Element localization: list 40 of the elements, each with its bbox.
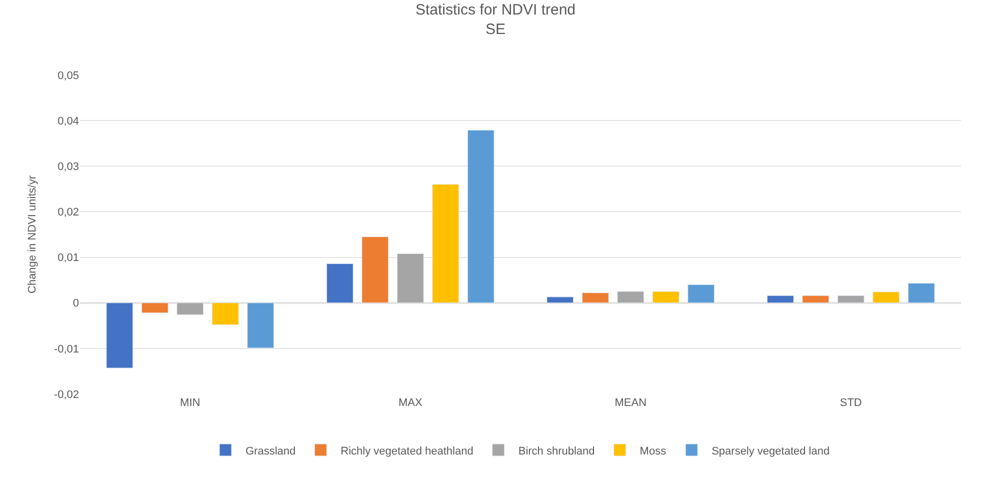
bar xyxy=(617,291,644,304)
y-tick-label: 0 xyxy=(72,298,79,310)
x-tick-label: MIN xyxy=(180,397,200,409)
y-tick-label: 0,01 xyxy=(58,252,79,264)
legend-label: Sparsely vegetated land xyxy=(712,445,830,458)
bar xyxy=(396,253,424,304)
legend-label: Birch shrubland xyxy=(518,445,595,458)
bar xyxy=(141,302,168,314)
y-tick-label: 0,04 xyxy=(58,115,79,128)
y-axis-title: Change in NDVI units/yr xyxy=(26,175,39,294)
legend-label: Richly vegetated heathland xyxy=(340,445,474,458)
x-tick-label: MEAN xyxy=(614,397,647,409)
x-tick-label: STD xyxy=(840,397,862,409)
bar xyxy=(582,292,609,304)
bar xyxy=(467,130,494,304)
y-tick-label: 0,05 xyxy=(58,70,79,82)
bar xyxy=(176,302,204,315)
bar xyxy=(766,295,794,304)
bar xyxy=(802,295,830,304)
bar xyxy=(326,263,354,304)
bar xyxy=(546,296,574,304)
bar xyxy=(872,292,900,304)
y-tick-label: -0,01 xyxy=(54,343,79,356)
y-tick-label: -0,02 xyxy=(54,388,79,401)
y-tick-label: 0,03 xyxy=(58,160,79,173)
bar xyxy=(432,184,460,304)
bar xyxy=(212,302,239,325)
chart-subtitle: SE xyxy=(485,20,506,38)
legend-label: Grassland xyxy=(246,445,296,458)
y-tick-label: 0,02 xyxy=(58,206,79,219)
legend-label: Moss xyxy=(640,445,667,458)
x-tick-label: MAX xyxy=(398,397,423,409)
bar xyxy=(106,302,134,368)
bar xyxy=(652,291,680,304)
bar xyxy=(837,295,864,304)
chart-title: Statistics for NDVI trend xyxy=(415,1,576,18)
bar xyxy=(362,236,389,304)
bar xyxy=(688,284,715,304)
bar xyxy=(247,302,274,348)
bar xyxy=(908,283,935,304)
